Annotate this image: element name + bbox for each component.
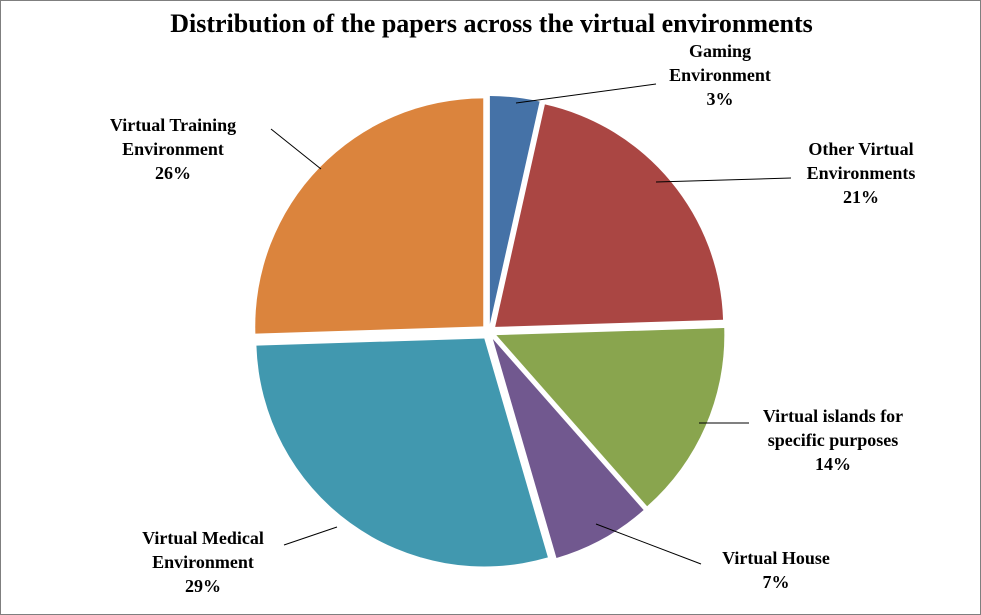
slice-label-5: Virtual Training Environment 26% <box>110 115 236 183</box>
leader-line-1 <box>655 177 792 183</box>
leader-line-3 <box>595 523 702 565</box>
pie-slice-4 <box>256 338 548 567</box>
pie-slice-3 <box>492 339 644 558</box>
chart-title: Distribution of the papers across the vi… <box>170 9 813 38</box>
leader-line-0 <box>515 83 657 104</box>
leader-line-5 <box>270 128 322 170</box>
slice-label-1: Other Virtual Environments 21% <box>807 139 916 207</box>
slice-label-0: Gaming Environment 3% <box>669 41 771 109</box>
slice-label-2: Virtual islands for specific purposes 14% <box>763 406 903 474</box>
slice-label-4: Virtual Medical Environment 29% <box>142 528 264 596</box>
slice-label-3: Virtual House 7% <box>722 548 830 592</box>
pie-slice-5 <box>255 98 484 334</box>
pie-slice-2 <box>496 328 725 507</box>
pie-slice-1 <box>495 104 724 327</box>
leader-line-4 <box>283 526 338 546</box>
pie-slice-0 <box>489 96 540 325</box>
